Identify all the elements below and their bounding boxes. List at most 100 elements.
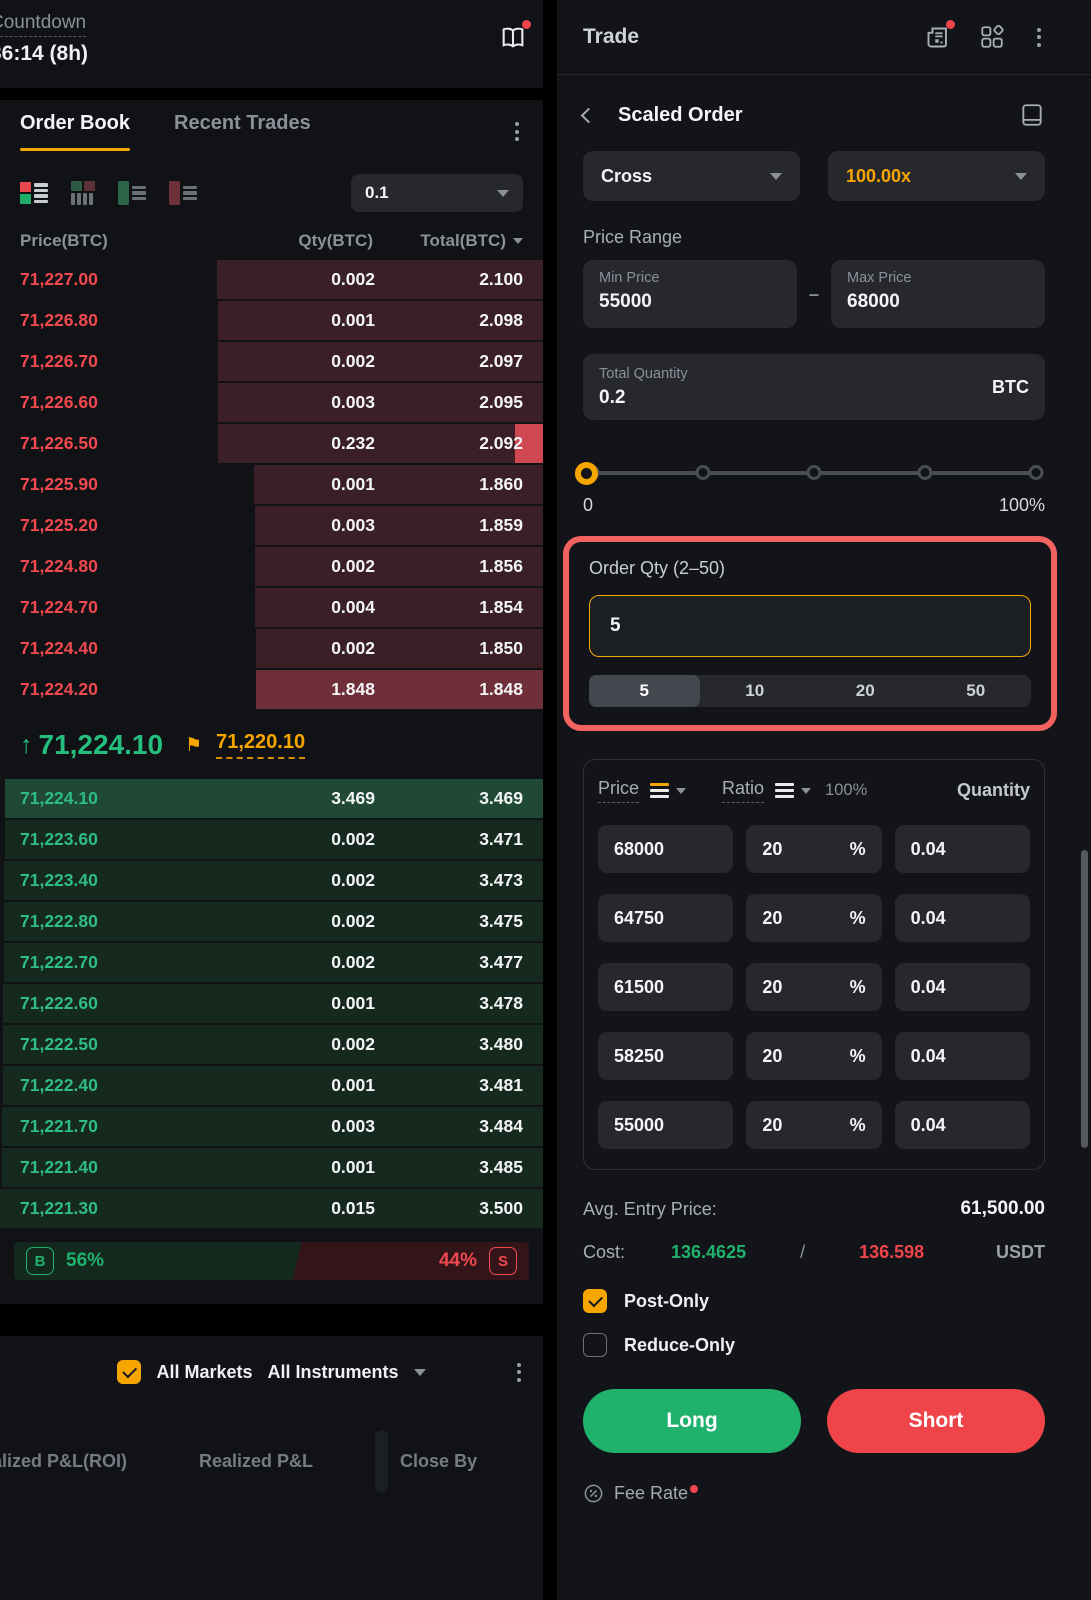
panel-scrollbar[interactable]	[1081, 850, 1088, 1148]
order-qty-preset-button[interactable]: 5	[589, 675, 700, 707]
tab-close-by[interactable]: Close By	[400, 1450, 478, 1471]
ask-row[interactable]: 71,224.40 0.002 1.850	[0, 629, 543, 668]
news-button[interactable]	[924, 19, 955, 51]
bid-row[interactable]: 71,221.40 0.001 3.485	[0, 1148, 543, 1187]
ask-row[interactable]: 71,225.90 0.001 1.860	[0, 465, 543, 504]
margin-mode-dropdown[interactable]: Cross	[583, 151, 800, 201]
order-qty-input[interactable]: 5	[589, 595, 1031, 657]
price-distribution-icon[interactable]	[650, 783, 670, 798]
ask-qty: 0.001	[331, 474, 375, 494]
slider-tick[interactable]	[695, 465, 711, 480]
view-mode-bids-icon[interactable]	[118, 181, 146, 205]
order-price-input[interactable]: 58250	[598, 1032, 734, 1080]
orderbook-menu-icon[interactable]	[511, 118, 523, 145]
slider-tick[interactable]	[917, 465, 933, 480]
all-markets-checkbox[interactable]	[117, 1360, 142, 1384]
order-qty-cell[interactable]: 0.04	[894, 825, 1030, 873]
chevron-down-icon	[770, 172, 782, 180]
ask-row[interactable]: 71,226.80 0.001 2.098	[0, 301, 543, 340]
bid-row[interactable]: 71,222.70 0.002 3.477	[0, 943, 543, 982]
bid-row[interactable]: 71,222.50 0.002 3.480	[0, 1025, 543, 1064]
ask-row[interactable]: 71,227.00 0.002 2.100	[0, 260, 543, 299]
order-ratio-input[interactable]: 20 %	[746, 894, 882, 942]
price-header[interactable]: Price	[598, 778, 640, 803]
ask-qty: 0.002	[331, 638, 375, 658]
trade-menu-icon[interactable]	[1033, 24, 1045, 51]
chevron-down-icon[interactable]	[801, 787, 812, 794]
bid-row[interactable]: 71,224.10 3.469 3.469	[0, 779, 543, 818]
bid-row[interactable]: 71,222.60 0.001 3.478	[0, 984, 543, 1023]
order-price-input[interactable]: 64750	[598, 894, 734, 942]
ask-price: 71,226.80	[20, 310, 98, 330]
order-qty-preset-button[interactable]: 50	[966, 681, 986, 700]
mark-price[interactable]: 71,220.10	[216, 731, 306, 759]
tick-size-dropdown[interactable]: 0.1	[351, 174, 523, 212]
order-price-input[interactable]: 55000	[598, 1101, 734, 1149]
tab-order-book[interactable]: Order Book	[20, 112, 131, 151]
leverage-dropdown[interactable]: 100.00x	[828, 151, 1045, 201]
widgets-button[interactable]	[979, 24, 1005, 50]
short-button[interactable]: Short	[827, 1389, 1045, 1453]
bid-row[interactable]: 71,221.70 0.003 3.484	[0, 1107, 543, 1146]
tab-recent-trades[interactable]: Recent Trades	[174, 112, 311, 134]
tab-realized-pnl[interactable]: Realized P&L	[199, 1450, 314, 1471]
post-only-checkbox[interactable]	[583, 1289, 607, 1313]
bid-row[interactable]: 71,222.40 0.001 3.481	[0, 1066, 543, 1105]
all-instruments-label[interactable]: All Instruments	[267, 1361, 399, 1382]
leverage-value: 100.00x	[846, 165, 912, 186]
bid-row[interactable]: 71,221.30 0.015 3.500	[0, 1189, 543, 1228]
view-mode-depth-icon[interactable]	[71, 181, 95, 205]
ratio-header[interactable]: Ratio	[722, 778, 765, 803]
chevron-down-icon[interactable]	[413, 1368, 426, 1376]
quantity-slider[interactable]	[574, 462, 1045, 485]
ask-row[interactable]: 71,224.80 0.002 1.856	[0, 547, 543, 586]
view-mode-both-icon[interactable]	[20, 182, 48, 204]
ask-row[interactable]: 71,225.20 0.003 1.859	[0, 506, 543, 545]
order-ratio-input[interactable]: 20 %	[746, 1101, 882, 1149]
long-button[interactable]: Long	[583, 1389, 801, 1453]
fee-rate-row[interactable]: Fee Rate	[583, 1483, 1045, 1504]
order-panel-toggle-button[interactable]	[1019, 102, 1045, 128]
scaled-table-rows: 68000 20 % 0.04 64750 20 %	[598, 825, 1030, 1149]
view-mode-asks-icon[interactable]	[169, 181, 197, 205]
order-qty-preset-button[interactable]: 10	[745, 681, 765, 700]
order-ratio-input[interactable]: 20 %	[746, 1032, 882, 1080]
order-ratio-input[interactable]: 20 %	[746, 963, 882, 1011]
bid-row[interactable]: 71,222.80 0.002 3.475	[0, 902, 543, 941]
max-price-field[interactable]: Max Price 68000	[831, 260, 1046, 328]
orderbook-column-headers: Price(BTC) Qty(BTC) Total(BTC)	[0, 222, 543, 260]
order-qty-cell[interactable]: 0.04	[894, 963, 1030, 1011]
ask-row[interactable]: 71,226.70 0.002 2.097	[0, 342, 543, 381]
ratio-distribution-icon[interactable]	[775, 783, 795, 798]
order-qty-cell[interactable]: 0.04	[894, 894, 1030, 942]
tab-unrealized-pnl[interactable]: alized P&L(ROI)	[0, 1450, 128, 1471]
slider-tick[interactable]	[1028, 465, 1044, 480]
reduce-only-checkbox[interactable]	[583, 1333, 607, 1357]
back-chevron-icon[interactable]	[580, 107, 597, 123]
last-price[interactable]: 71,224.10	[38, 729, 164, 760]
orderbook-guide-button[interactable]	[499, 20, 531, 52]
ask-row[interactable]: 71,226.50 0.232 2.092	[0, 424, 543, 463]
ask-qty: 0.004	[331, 597, 375, 617]
tabs-scrollbar[interactable]	[375, 1430, 389, 1492]
bid-row[interactable]: 71,223.40 0.002 3.473	[0, 861, 543, 900]
bids-list: 71,224.10 3.469 3.469 71,223.60 0.002 3.…	[0, 779, 543, 1228]
ask-row[interactable]: 71,226.60 0.003 2.095	[0, 383, 543, 422]
order-price-input[interactable]: 61500	[598, 963, 734, 1011]
ask-row[interactable]: 71,224.70 0.004 1.854	[0, 588, 543, 627]
order-ratio-input[interactable]: 20 %	[746, 825, 882, 873]
slider-tick[interactable]	[806, 465, 822, 480]
col-header-total[interactable]: Total(BTC)	[391, 231, 523, 251]
chevron-down-icon[interactable]	[676, 787, 687, 794]
positions-menu-icon[interactable]	[513, 1359, 525, 1386]
order-qty-cell[interactable]: 0.04	[894, 1032, 1030, 1080]
order-qty-preset-button[interactable]: 20	[855, 681, 875, 700]
reduce-only-label: Reduce-Only	[624, 1334, 736, 1355]
ask-row[interactable]: 71,224.20 1.848 1.848	[0, 670, 543, 709]
min-price-field[interactable]: Min Price 55000	[583, 260, 797, 328]
order-price-input[interactable]: 68000	[598, 825, 734, 873]
total-quantity-field[interactable]: Total Quantity 0.2 BTC	[583, 354, 1045, 420]
slider-handle[interactable]	[574, 462, 598, 485]
order-qty-cell[interactable]: 0.04	[894, 1101, 1030, 1149]
bid-row[interactable]: 71,223.60 0.002 3.471	[0, 820, 543, 859]
